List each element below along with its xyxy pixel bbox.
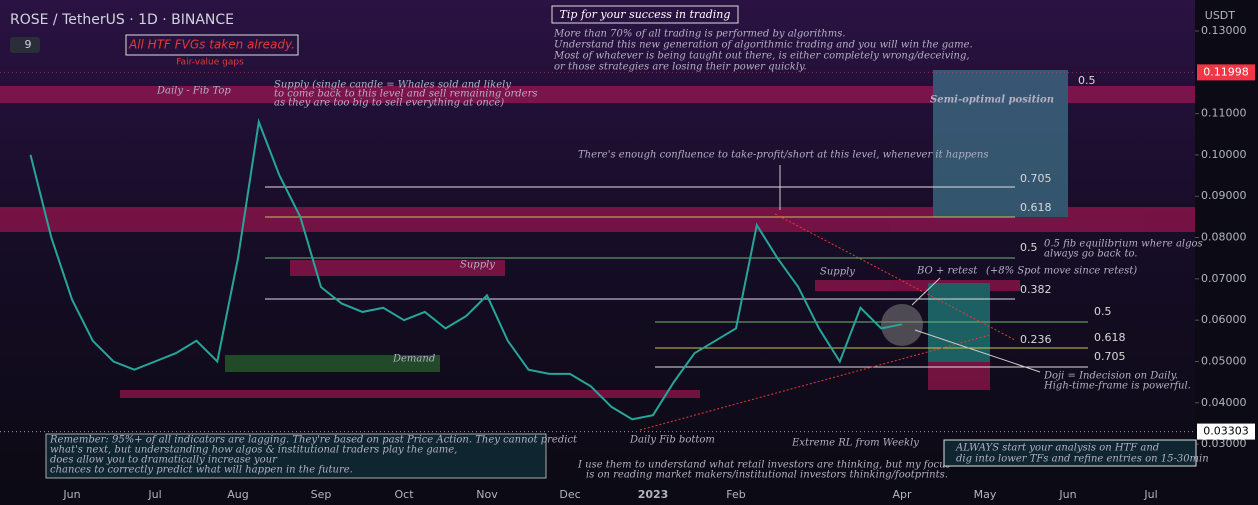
fvg-note: All HTF FVGs taken already. xyxy=(128,38,295,52)
x-tick-label: Aug xyxy=(227,488,248,501)
annotation: as they are too big to sell everything a… xyxy=(274,98,504,109)
annotation: always go back to. xyxy=(1044,249,1138,260)
annotation: 0.618 xyxy=(1020,201,1052,214)
x-tick-label: Nov xyxy=(476,488,498,501)
x-tick-label: Oct xyxy=(394,488,414,501)
annotation: 0.5 xyxy=(1020,241,1038,254)
annotation: There's enough confluence to take-profit… xyxy=(578,150,989,161)
y-tick-label: 0.13000 xyxy=(1201,24,1247,37)
x-tick-label: Dec xyxy=(559,488,580,501)
demand-zone xyxy=(225,355,440,372)
annotation: or those strategies are losing their pow… xyxy=(554,62,807,73)
annotation: BO + retest xyxy=(916,266,978,277)
x-tick-label: Jun xyxy=(62,488,80,501)
price-tag-label: 0.03303 xyxy=(1203,425,1249,438)
price-axis xyxy=(1195,0,1258,505)
tip-box xyxy=(551,5,739,24)
price-line xyxy=(29,118,903,421)
price-tag xyxy=(1197,64,1255,81)
x-tick-label: Sep xyxy=(311,488,332,501)
trend-line xyxy=(639,334,991,431)
annotation: 0.5 xyxy=(1078,74,1096,87)
annotation: Supply xyxy=(460,260,495,271)
price-tag xyxy=(1197,423,1255,440)
tip-title: Tip for your success in trading xyxy=(560,8,731,21)
annotation: 0.5 xyxy=(1094,305,1112,318)
fvg-zone xyxy=(120,390,700,398)
annotation: High-time-frame is powerful. xyxy=(1043,381,1191,392)
annotation: Doji = Indecision on Daily. xyxy=(1043,371,1178,382)
annotation: Remember: 95%+ of all indicators are lag… xyxy=(49,435,578,446)
annotation: 0.236 xyxy=(1020,333,1052,346)
y-tick-label: 0.09000 xyxy=(1201,189,1247,202)
annotation: 0.382 xyxy=(1020,283,1052,296)
x-tick-label: Feb xyxy=(726,488,745,501)
annotation: Daily Fib bottom xyxy=(629,435,715,446)
symbol-title: ROSE / TetherUS · 1D · BINANCE xyxy=(10,12,234,28)
annotation: Demand xyxy=(392,354,435,365)
annotation: to come back to this level and sell rema… xyxy=(274,89,538,100)
annotation: 0.705 xyxy=(1020,172,1052,185)
annotation: Understand this new generation of algori… xyxy=(554,40,973,51)
annotation: chances to correctly predict what will h… xyxy=(50,465,353,476)
arrow xyxy=(914,329,1041,373)
x-tick-label: Jul xyxy=(1143,488,1157,501)
annotation: Extreme RL from Weekly xyxy=(791,438,919,449)
currency[interactable]: USDT xyxy=(1205,9,1236,22)
x-tick-label: May xyxy=(974,488,997,501)
indicator-badge[interactable] xyxy=(10,37,40,53)
annotation: 0.5 fib equilibrium where algos xyxy=(1044,239,1203,250)
annotation: Supply xyxy=(820,267,855,278)
position-stop xyxy=(928,362,990,390)
annotation: Supply (single candle = Whales sold and … xyxy=(274,80,511,91)
x-tick-label: Jul xyxy=(147,488,161,501)
supply-zone xyxy=(290,260,505,276)
y-tick-label: 0.06000 xyxy=(1201,313,1247,326)
annotation: More than 70% of all trading is performe… xyxy=(553,29,846,40)
y-tick-label: 0.04000 xyxy=(1201,396,1247,409)
annotations: More than 70% of all trading is performe… xyxy=(45,29,1209,481)
time-axis xyxy=(0,485,1258,505)
arrow xyxy=(911,277,941,306)
y-tick-label: 0.07000 xyxy=(1201,272,1247,285)
note-box xyxy=(45,433,547,479)
y-tick-label: 0.10000 xyxy=(1201,148,1247,161)
fib-lines xyxy=(265,186,1088,431)
price-tag-label: 0.11998 xyxy=(1203,65,1249,78)
annotation: is on reading market makers/institutiona… xyxy=(586,470,948,481)
indicator-count[interactable]: 9 xyxy=(25,38,32,51)
supply-zone xyxy=(0,86,1195,103)
y-tick-label: 0.08000 xyxy=(1201,231,1247,244)
position-target xyxy=(933,70,1068,217)
plot: 0.13000 0.11000 0.10000 0.09000 0.08000 0.070… xyxy=(0,24,1255,501)
annotation: does allow you to dramatically increase … xyxy=(50,455,278,466)
annotation: Daily - Fib Top xyxy=(156,86,231,97)
annotation: Most of whatever is being taught out the… xyxy=(553,51,970,62)
annotation: dig into lower TFs and refine entries on… xyxy=(956,454,1209,465)
x-tick-label: Jun xyxy=(1058,488,1076,501)
annotation: 0.705 xyxy=(1094,350,1126,363)
x-tick-label: 2023 xyxy=(638,488,669,501)
supply-zone xyxy=(815,280,1020,291)
annotation: (+8% Spot move since retest) xyxy=(986,266,1137,277)
annotation: what's next, but understanding how algos… xyxy=(50,445,457,456)
trend-line xyxy=(774,213,1016,341)
y-tick-label: 0.11000 xyxy=(1201,107,1247,120)
annotation: Semi-optimal position xyxy=(930,95,1054,106)
x-tick-label: Apr xyxy=(892,488,912,501)
zones xyxy=(0,70,1195,398)
annotation: ALWAYS start your analysis on HTF and xyxy=(955,443,1159,454)
y-tick-label: 0.03000 xyxy=(1201,437,1247,450)
annotation: 0.618 xyxy=(1094,331,1126,344)
note-box xyxy=(125,34,299,56)
note-box xyxy=(943,439,1197,467)
annotation: I use them to understand what retail inv… xyxy=(577,460,951,471)
y-tick-label: 0.05000 xyxy=(1201,354,1247,367)
fvg-label: Fair-value gaps xyxy=(176,58,244,68)
